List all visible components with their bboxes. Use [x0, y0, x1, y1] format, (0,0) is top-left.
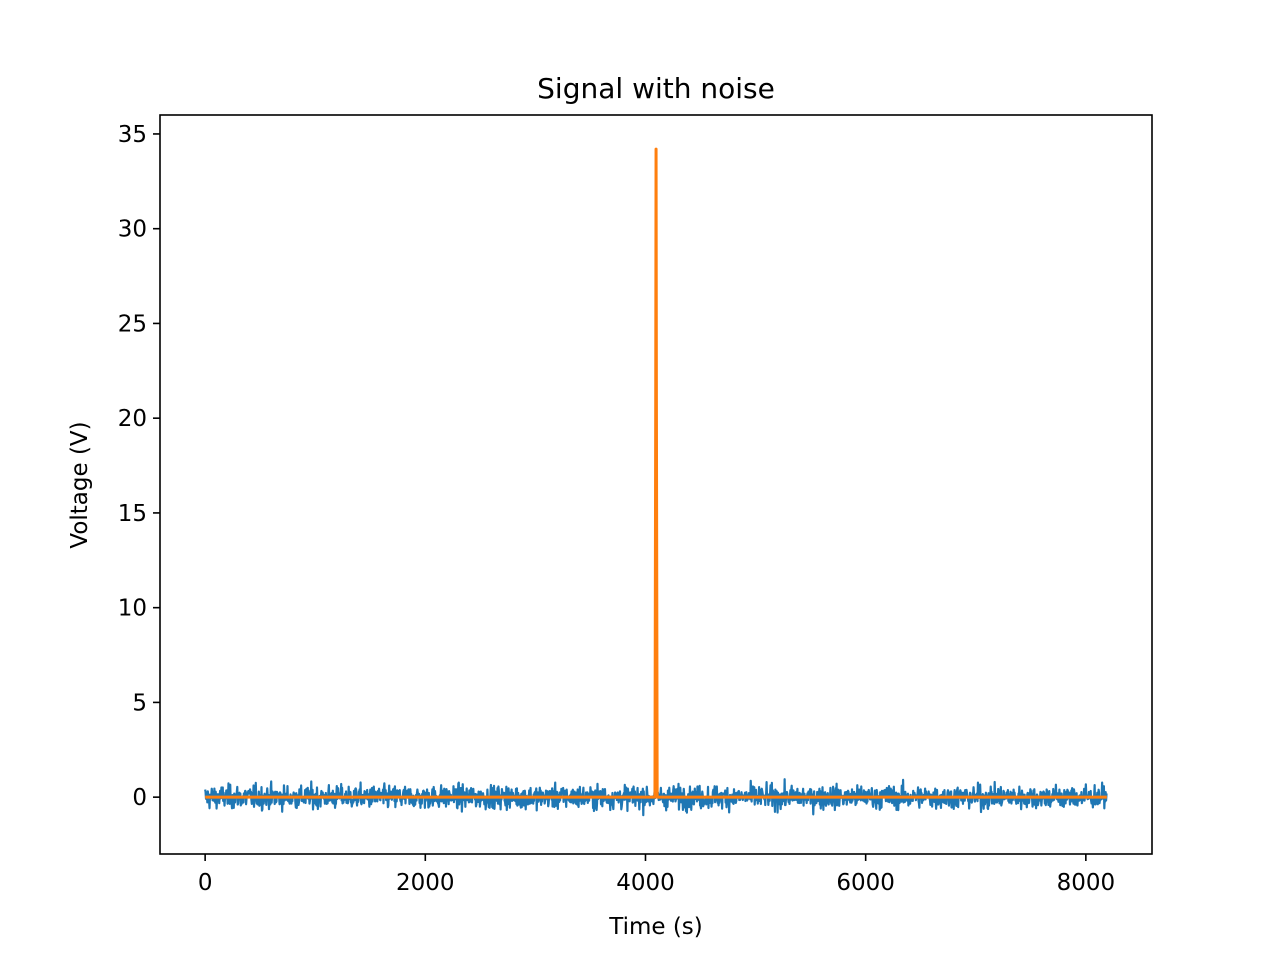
y-tick-label: 20 [118, 406, 147, 432]
y-tick-label: 5 [132, 690, 147, 716]
x-tick-label: 2000 [396, 870, 455, 896]
chart-title: Signal with noise [537, 72, 775, 105]
x-tick-label: 6000 [836, 870, 895, 896]
y-tick-label: 35 [118, 122, 147, 148]
y-tick-label: 30 [118, 217, 147, 243]
y-tick-label: 10 [118, 596, 147, 622]
x-tick-label: 8000 [1057, 870, 1116, 896]
plot-area [204, 147, 1108, 817]
y-tick-label: 0 [132, 785, 147, 811]
series-clean-signal-line [205, 147, 1107, 799]
x-axis: 0 2000 4000 6000 8000 [198, 854, 1115, 896]
y-tick-label: 15 [118, 501, 147, 527]
x-tick-label: 0 [198, 870, 213, 896]
y-axis-label: Voltage (V) [67, 421, 93, 548]
x-tick-label: 4000 [616, 870, 675, 896]
axes-frame [159, 114, 1153, 855]
x-axis-label: Time (s) [608, 914, 703, 940]
y-tick-label: 25 [118, 311, 147, 337]
y-axis: 0 5 10 15 20 25 30 35 [118, 122, 160, 811]
